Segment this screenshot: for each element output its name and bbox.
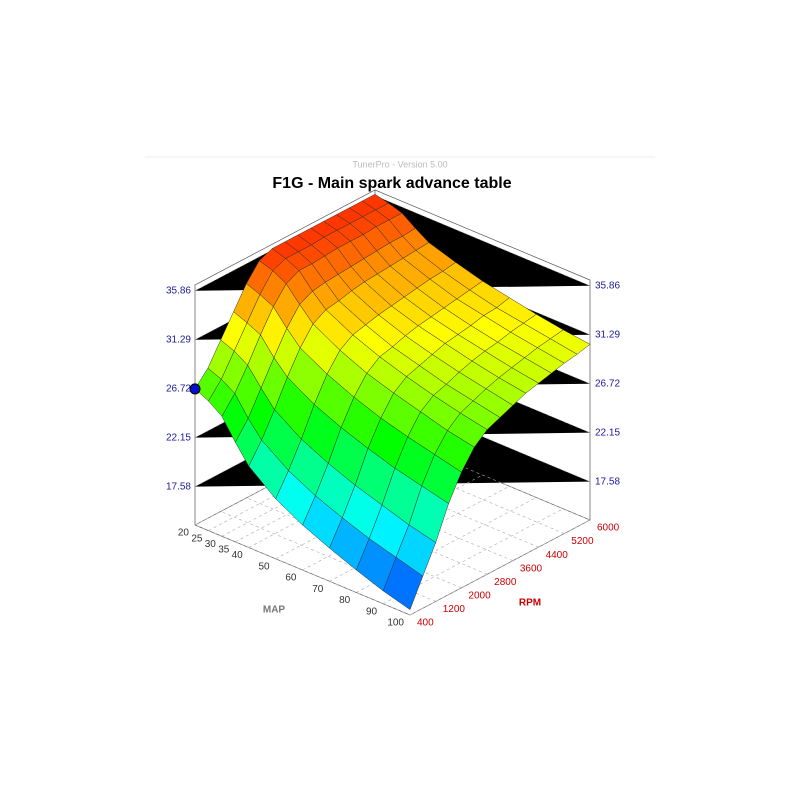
z-tick-label: 31.29 [166,334,191,345]
y-tick-label: 400 [417,618,434,629]
z-tick-label: 17.58 [166,481,191,492]
x-tick-label: 30 [205,539,217,550]
y-axis-label: RPM [519,598,541,609]
x-tick-label: 90 [366,606,378,617]
z-tick-label: 26.72 [595,378,620,389]
x-tick-label: 20 [178,528,190,539]
x-grid-line [409,519,591,616]
x-grid-line [329,485,510,582]
y-tick-label: 4400 [546,550,569,561]
x-tick-label: 80 [339,595,351,606]
chart-title: F1G - Main spark advance table [272,175,511,192]
y-tick-label: 3600 [520,563,543,574]
x-tick-label: 35 [218,545,230,556]
surface-cell [194,367,222,402]
x-axis-label: MAP [263,605,286,616]
cursor [189,383,201,395]
x-grid-line [356,497,537,593]
y-tick-label: 1200 [443,604,466,615]
z-tick-label: 22.15 [166,432,191,443]
chart-subtitle: TunerPro - Version 5.00 [352,159,447,169]
z-tick-label: 35.86 [166,285,191,296]
x-grid-line [382,508,564,605]
y-grid-line [194,524,411,616]
z-tick-label: 17.58 [595,476,620,487]
x-tick-label: 40 [232,550,244,561]
y-tick-label: 2000 [468,590,491,601]
y-tick-label: 5200 [571,536,594,547]
x-tick-label: 100 [387,618,404,629]
z-tick-label: 26.72 [166,383,191,394]
y-tick-label: 2800 [494,577,517,588]
x-tick-label: 60 [285,573,297,584]
z-tick-label: 22.15 [595,427,620,438]
z-tick-label: 35.86 [595,280,620,291]
y-tick-label: 6000 [597,523,620,534]
x-tick-label: 50 [259,561,271,572]
z-tick-label: 31.29 [595,329,620,340]
x-tick-label: 70 [312,584,324,595]
x-tick-label: 25 [191,533,203,544]
